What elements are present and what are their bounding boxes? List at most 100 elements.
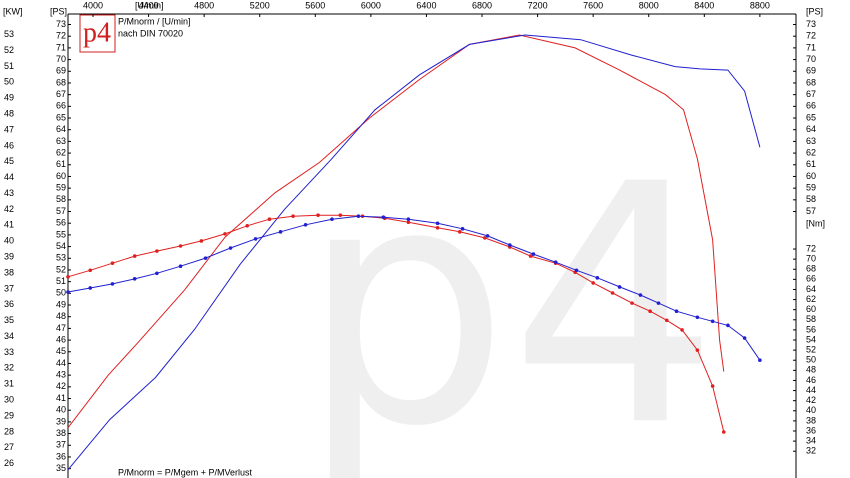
data-point xyxy=(460,227,465,231)
data-point xyxy=(457,230,462,234)
data-point xyxy=(482,236,487,240)
data-point xyxy=(267,217,272,222)
y-tick-label: 61 xyxy=(56,159,66,169)
y-tick-label: 65 xyxy=(56,112,66,122)
y2-tick-label: 58 xyxy=(806,314,816,324)
kw-tick-label: 42 xyxy=(4,204,14,214)
kw-tick-label: 37 xyxy=(4,283,14,293)
data-point xyxy=(508,243,512,247)
y-tick-label: 71 xyxy=(56,42,66,52)
data-point xyxy=(88,286,93,290)
y-tick-label: 70 xyxy=(56,54,66,64)
x-tick-label: 6000 xyxy=(361,0,381,10)
y-tick-label: 62 xyxy=(56,147,66,157)
chart-title: P/Mnorm / [U/min] xyxy=(118,16,191,26)
kw-tick-label: 30 xyxy=(4,395,14,405)
kw-tick-label: 35 xyxy=(4,315,14,325)
kw-tick-label: 41 xyxy=(4,220,14,230)
y-right-tick-label: 65 xyxy=(806,112,816,122)
data-point xyxy=(381,215,386,219)
data-point xyxy=(595,276,600,280)
y-tick-label: 72 xyxy=(56,31,66,41)
data-point xyxy=(664,318,669,323)
data-point xyxy=(742,336,747,340)
y2-tick-label: 70 xyxy=(806,254,816,264)
data-point xyxy=(648,309,652,314)
y-tick-label: 44 xyxy=(56,358,66,368)
kw-tick-label: 32 xyxy=(4,363,14,373)
x-tick-label: 8400 xyxy=(694,0,714,10)
y-tick-label: 38 xyxy=(56,428,66,438)
kw-tick-label: 46 xyxy=(4,140,14,150)
y2-tick-label: 52 xyxy=(806,344,816,354)
data-point xyxy=(758,358,762,363)
data-point xyxy=(199,239,204,243)
y2-tick-label: 34 xyxy=(806,435,816,445)
x-tick-label: 5600 xyxy=(305,0,325,10)
y-tick-label: 43 xyxy=(56,370,66,380)
data-point xyxy=(406,217,411,222)
y-right-tick-label: 62 xyxy=(806,147,816,157)
kw-tick-label: 53 xyxy=(4,29,14,39)
y-right-tick-label: 73 xyxy=(806,19,816,29)
logo: p4 xyxy=(83,17,111,48)
data-point xyxy=(726,323,730,328)
y2-tick-label: 38 xyxy=(806,415,816,425)
x-tick-label: 7200 xyxy=(528,0,548,10)
y2-axis-label: [Nm] xyxy=(806,218,825,228)
y2-tick-label: 54 xyxy=(806,334,816,344)
watermark: p4 xyxy=(300,114,719,478)
x-tick-label: 8800 xyxy=(750,0,770,10)
y-tick-label: 69 xyxy=(56,66,66,76)
y-tick-label: 53 xyxy=(56,253,66,263)
x-tick-label: 4000 xyxy=(83,0,103,10)
data-point xyxy=(66,275,70,279)
data-point xyxy=(278,230,283,234)
data-point xyxy=(356,214,361,218)
y2-tick-label: 50 xyxy=(806,355,816,365)
footnote: P/Mnorm = P/Mgem + P/MVerlust xyxy=(118,467,253,477)
y-tick-label: 37 xyxy=(56,440,66,450)
data-point xyxy=(155,249,159,253)
y-tick-label: 41 xyxy=(56,393,66,403)
y2-tick-label: 72 xyxy=(806,243,816,253)
y-tick-label: 52 xyxy=(56,264,66,274)
data-point xyxy=(223,232,227,236)
kw-tick-label: 47 xyxy=(4,124,14,134)
y-tick-label: 57 xyxy=(56,206,66,216)
x-tick-label: 6400 xyxy=(416,0,436,10)
y-right-tick-label: 72 xyxy=(806,31,816,41)
y2-tick-label: 32 xyxy=(806,446,816,456)
y2-tick-label: 64 xyxy=(806,284,816,294)
data-point xyxy=(695,315,700,320)
data-point xyxy=(253,237,258,241)
y-tick-label: 42 xyxy=(56,381,66,391)
y-right-tick-label: 61 xyxy=(806,159,816,169)
y-right-tick-label: 68 xyxy=(806,77,816,87)
y-right-tick-label: 69 xyxy=(806,66,816,76)
y-tick-label: 35 xyxy=(56,463,66,473)
data-point xyxy=(88,268,93,273)
y-tick-label: 39 xyxy=(56,416,66,426)
data-point xyxy=(132,254,137,258)
data-point xyxy=(721,430,726,434)
data-point xyxy=(674,309,679,314)
data-point xyxy=(610,291,615,295)
data-point xyxy=(228,246,233,250)
data-point xyxy=(710,319,715,324)
kw-tick-label: 45 xyxy=(4,156,14,166)
kw-tick-label: 48 xyxy=(4,108,14,118)
data-point xyxy=(155,271,159,276)
y-tick-label: 50 xyxy=(56,288,66,298)
y-right-tick-label: 70 xyxy=(806,54,816,64)
y-tick-label: 54 xyxy=(56,241,66,251)
kw-tick-label: 39 xyxy=(4,251,14,261)
chart-subtitle: nach DIN 70020 xyxy=(118,28,183,38)
data-point xyxy=(485,234,490,238)
data-point xyxy=(531,252,536,256)
kw-tick-label: 51 xyxy=(4,61,14,71)
y-right-tick-label: 63 xyxy=(806,136,816,146)
y-tick-label: 48 xyxy=(56,311,66,321)
x-tick-label: 6800 xyxy=(472,0,492,10)
